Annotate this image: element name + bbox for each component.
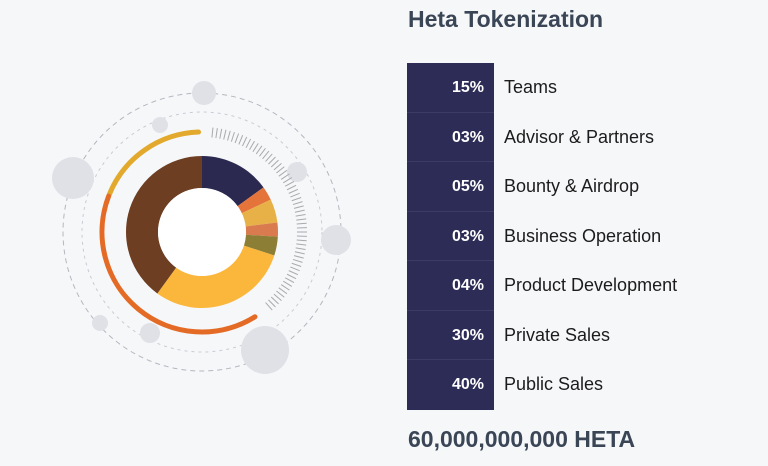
tick-mark [219,128,223,139]
legend-label: Teams [504,77,558,97]
tick-mark [291,262,302,268]
decorative-bubble [241,326,289,374]
tick-mark [278,287,288,295]
tick-mark [296,222,307,225]
tick-mark [280,284,290,291]
tick-mark [255,145,263,155]
tick-mark [290,192,300,198]
tick-mark [273,293,282,301]
decorative-bubble [140,323,160,343]
tick-mark [295,213,306,217]
donut-hole [158,188,246,276]
decorative-bubble [192,81,216,105]
tick-mark [227,130,231,141]
tick-mark [285,277,295,284]
legend-label: Business Operation [504,225,662,246]
donut-chart-svg [52,81,351,374]
orange-outer-arc [99,193,258,335]
decorative-bubble [152,117,168,133]
legend-label: Private Sales [504,324,611,345]
tick-mark [293,255,304,259]
decorative-bubble [321,225,351,255]
tick-mark [286,273,297,280]
legend-label: Advisor & Partners [504,126,655,147]
tick-mark [296,218,307,221]
tick-mark [293,205,304,209]
tick-mark [292,201,303,206]
tick-mark [241,136,248,147]
donut-slice-public-sales [126,156,202,294]
gold-outer-arc [106,129,202,198]
tick-mark [276,166,285,174]
tick-mark [294,209,305,213]
legend-label: Bounty & Airdrop [504,176,640,196]
tick-mark [285,180,295,187]
decorative-bubble [92,315,108,331]
donut-slice-advisor-partners [237,187,271,214]
tick-mark [230,131,235,142]
legend-percent: 15% [407,63,494,113]
legend-label: Product Development [504,275,678,295]
donut-slice-private-sales [157,245,275,308]
legend-percent: 40% [407,360,494,410]
donut-slices [126,156,278,308]
tick-mark [270,159,279,168]
tick-mark [288,188,299,194]
tick-mark [286,184,297,191]
tick-mark [296,243,307,246]
tick-mark [268,156,276,165]
tick-mark [245,138,252,149]
donut-slice-teams [202,156,264,207]
tick-mark [283,177,293,184]
donut-slice-product-development [243,234,278,256]
tick-mark [295,247,306,251]
tick-mark [270,296,279,305]
token-supply-total: 60,000,000,000 HETA [408,426,636,452]
tick-mark [249,140,255,150]
decorative-bubble [52,157,94,199]
legend-percent: 03% [407,211,494,261]
legend-percent: 04% [407,261,494,311]
tick-mark [296,239,307,242]
tick-mark [268,299,276,308]
tick-mark [265,153,273,162]
tick-mark [211,127,214,138]
chart-decoration [52,81,351,374]
tick-mark [283,280,293,287]
tick-mark [278,169,288,177]
decorative-bubble [287,162,307,182]
tick-mark [273,163,282,171]
donut-slice-business-operation [245,222,278,237]
page-title: Heta Tokenization [408,6,604,32]
tick-mark [262,150,270,160]
tick-mark [288,270,299,276]
tokenization-donut-chart [40,70,370,400]
tick-mark [276,290,285,298]
tick-mark [223,129,227,140]
tick-mark [280,173,290,180]
tick-mark [294,251,305,255]
tick-mark [259,148,266,157]
tick-mark [215,128,218,139]
tick-mark [291,196,302,202]
tick-mark [234,133,240,144]
inner-dashed-orbit [81,111,323,353]
donut-slice-bounty-airdrop [241,199,278,227]
tick-mark [238,135,244,145]
legend-percent: 30% [407,310,494,360]
legend-label: Public Sales [504,374,604,394]
tick-mark [265,302,273,311]
tick-mark [252,143,259,153]
legend-percent: 05% [407,162,494,212]
tick-mark [290,266,300,272]
tick-mark [292,258,303,263]
legend-percent: 03% [407,112,494,162]
